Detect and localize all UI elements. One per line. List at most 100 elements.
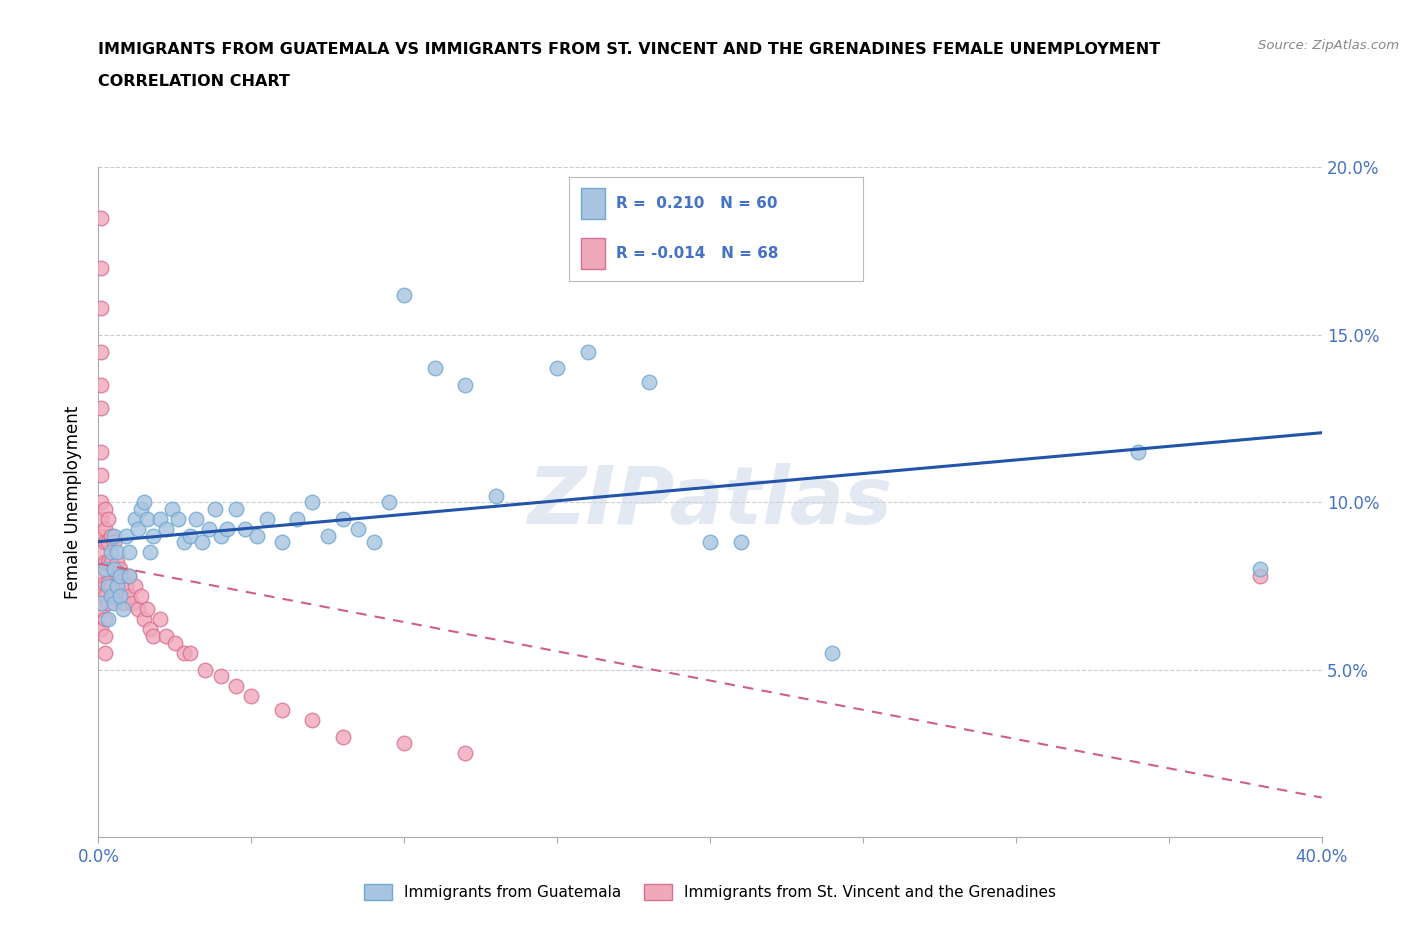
Point bbox=[233, 522, 256, 537]
Point bbox=[90, 512, 112, 526]
Point bbox=[1249, 568, 1271, 583]
Point bbox=[111, 568, 134, 583]
Point bbox=[139, 622, 162, 637]
Point bbox=[215, 522, 238, 537]
Point bbox=[118, 568, 141, 583]
Point bbox=[90, 589, 112, 604]
Point bbox=[149, 612, 172, 627]
Point bbox=[149, 512, 172, 526]
Point bbox=[301, 495, 323, 510]
Point bbox=[485, 488, 508, 503]
Point bbox=[105, 578, 128, 593]
Point bbox=[136, 602, 159, 617]
Point bbox=[100, 589, 122, 604]
Point bbox=[270, 535, 292, 550]
Point bbox=[93, 629, 115, 644]
Point bbox=[90, 602, 112, 617]
Point bbox=[167, 512, 190, 526]
Text: IMMIGRANTS FROM GUATEMALA VS IMMIGRANTS FROM ST. VINCENT AND THE GRENADINES FEMA: IMMIGRANTS FROM GUATEMALA VS IMMIGRANTS … bbox=[98, 42, 1161, 57]
Point bbox=[194, 662, 217, 677]
Point bbox=[105, 578, 128, 593]
Point bbox=[90, 445, 112, 459]
Point bbox=[118, 545, 141, 560]
Point bbox=[111, 602, 134, 617]
Point bbox=[240, 689, 263, 704]
Point bbox=[347, 522, 370, 537]
Point bbox=[103, 535, 125, 550]
Y-axis label: Female Unemployment: Female Unemployment bbox=[65, 405, 83, 599]
Point bbox=[730, 535, 752, 550]
Point bbox=[1128, 445, 1150, 459]
Point bbox=[111, 595, 134, 610]
Text: CORRELATION CHART: CORRELATION CHART bbox=[98, 74, 290, 89]
Point bbox=[1249, 562, 1271, 577]
Point bbox=[93, 535, 115, 550]
Point bbox=[90, 260, 112, 275]
Point bbox=[301, 712, 323, 727]
Point bbox=[204, 501, 226, 516]
Point bbox=[90, 545, 112, 560]
Point bbox=[115, 578, 138, 593]
Point bbox=[127, 602, 149, 617]
Point bbox=[93, 612, 115, 627]
Point bbox=[142, 629, 165, 644]
Point bbox=[179, 528, 201, 543]
Point bbox=[118, 568, 141, 583]
Point bbox=[423, 361, 446, 376]
Point bbox=[103, 562, 125, 577]
Point bbox=[100, 578, 122, 593]
Point bbox=[197, 522, 219, 537]
Point bbox=[134, 495, 156, 510]
Point bbox=[576, 344, 599, 359]
Point bbox=[160, 501, 183, 516]
Point bbox=[209, 528, 232, 543]
Point bbox=[332, 729, 354, 744]
Point bbox=[90, 468, 112, 483]
Point bbox=[155, 629, 177, 644]
Point bbox=[699, 535, 721, 550]
Point bbox=[108, 568, 131, 583]
Point bbox=[124, 512, 146, 526]
Point bbox=[90, 595, 112, 610]
Point bbox=[90, 210, 112, 225]
Point bbox=[136, 512, 159, 526]
Point bbox=[103, 528, 125, 543]
Point bbox=[454, 746, 477, 761]
Point bbox=[821, 645, 844, 660]
Point bbox=[316, 528, 339, 543]
Point bbox=[454, 378, 477, 392]
Text: ZIPatlas: ZIPatlas bbox=[527, 463, 893, 541]
Point bbox=[100, 528, 122, 543]
Point bbox=[90, 401, 112, 416]
Point bbox=[129, 501, 152, 516]
Point bbox=[103, 595, 125, 610]
Point bbox=[118, 589, 141, 604]
Point bbox=[97, 575, 120, 590]
Point bbox=[93, 575, 115, 590]
Point bbox=[108, 589, 131, 604]
Point bbox=[173, 645, 195, 660]
Point bbox=[363, 535, 385, 550]
Point bbox=[209, 669, 232, 684]
Point bbox=[90, 495, 112, 510]
Point bbox=[93, 555, 115, 570]
Point bbox=[90, 344, 112, 359]
Point bbox=[173, 535, 195, 550]
Point bbox=[108, 562, 131, 577]
Point bbox=[637, 374, 661, 389]
Point bbox=[90, 528, 112, 543]
Point bbox=[163, 635, 186, 650]
Point bbox=[93, 562, 115, 577]
Point bbox=[129, 589, 152, 604]
Point bbox=[186, 512, 208, 526]
Point bbox=[90, 568, 112, 583]
Point bbox=[93, 589, 115, 604]
Point bbox=[90, 378, 112, 392]
Point bbox=[546, 361, 568, 376]
Point bbox=[108, 589, 131, 604]
Point bbox=[134, 612, 156, 627]
Point bbox=[97, 535, 120, 550]
Legend: Immigrants from Guatemala, Immigrants from St. Vincent and the Grenadines: Immigrants from Guatemala, Immigrants fr… bbox=[359, 878, 1062, 907]
Point bbox=[124, 578, 146, 593]
Point bbox=[378, 495, 401, 510]
